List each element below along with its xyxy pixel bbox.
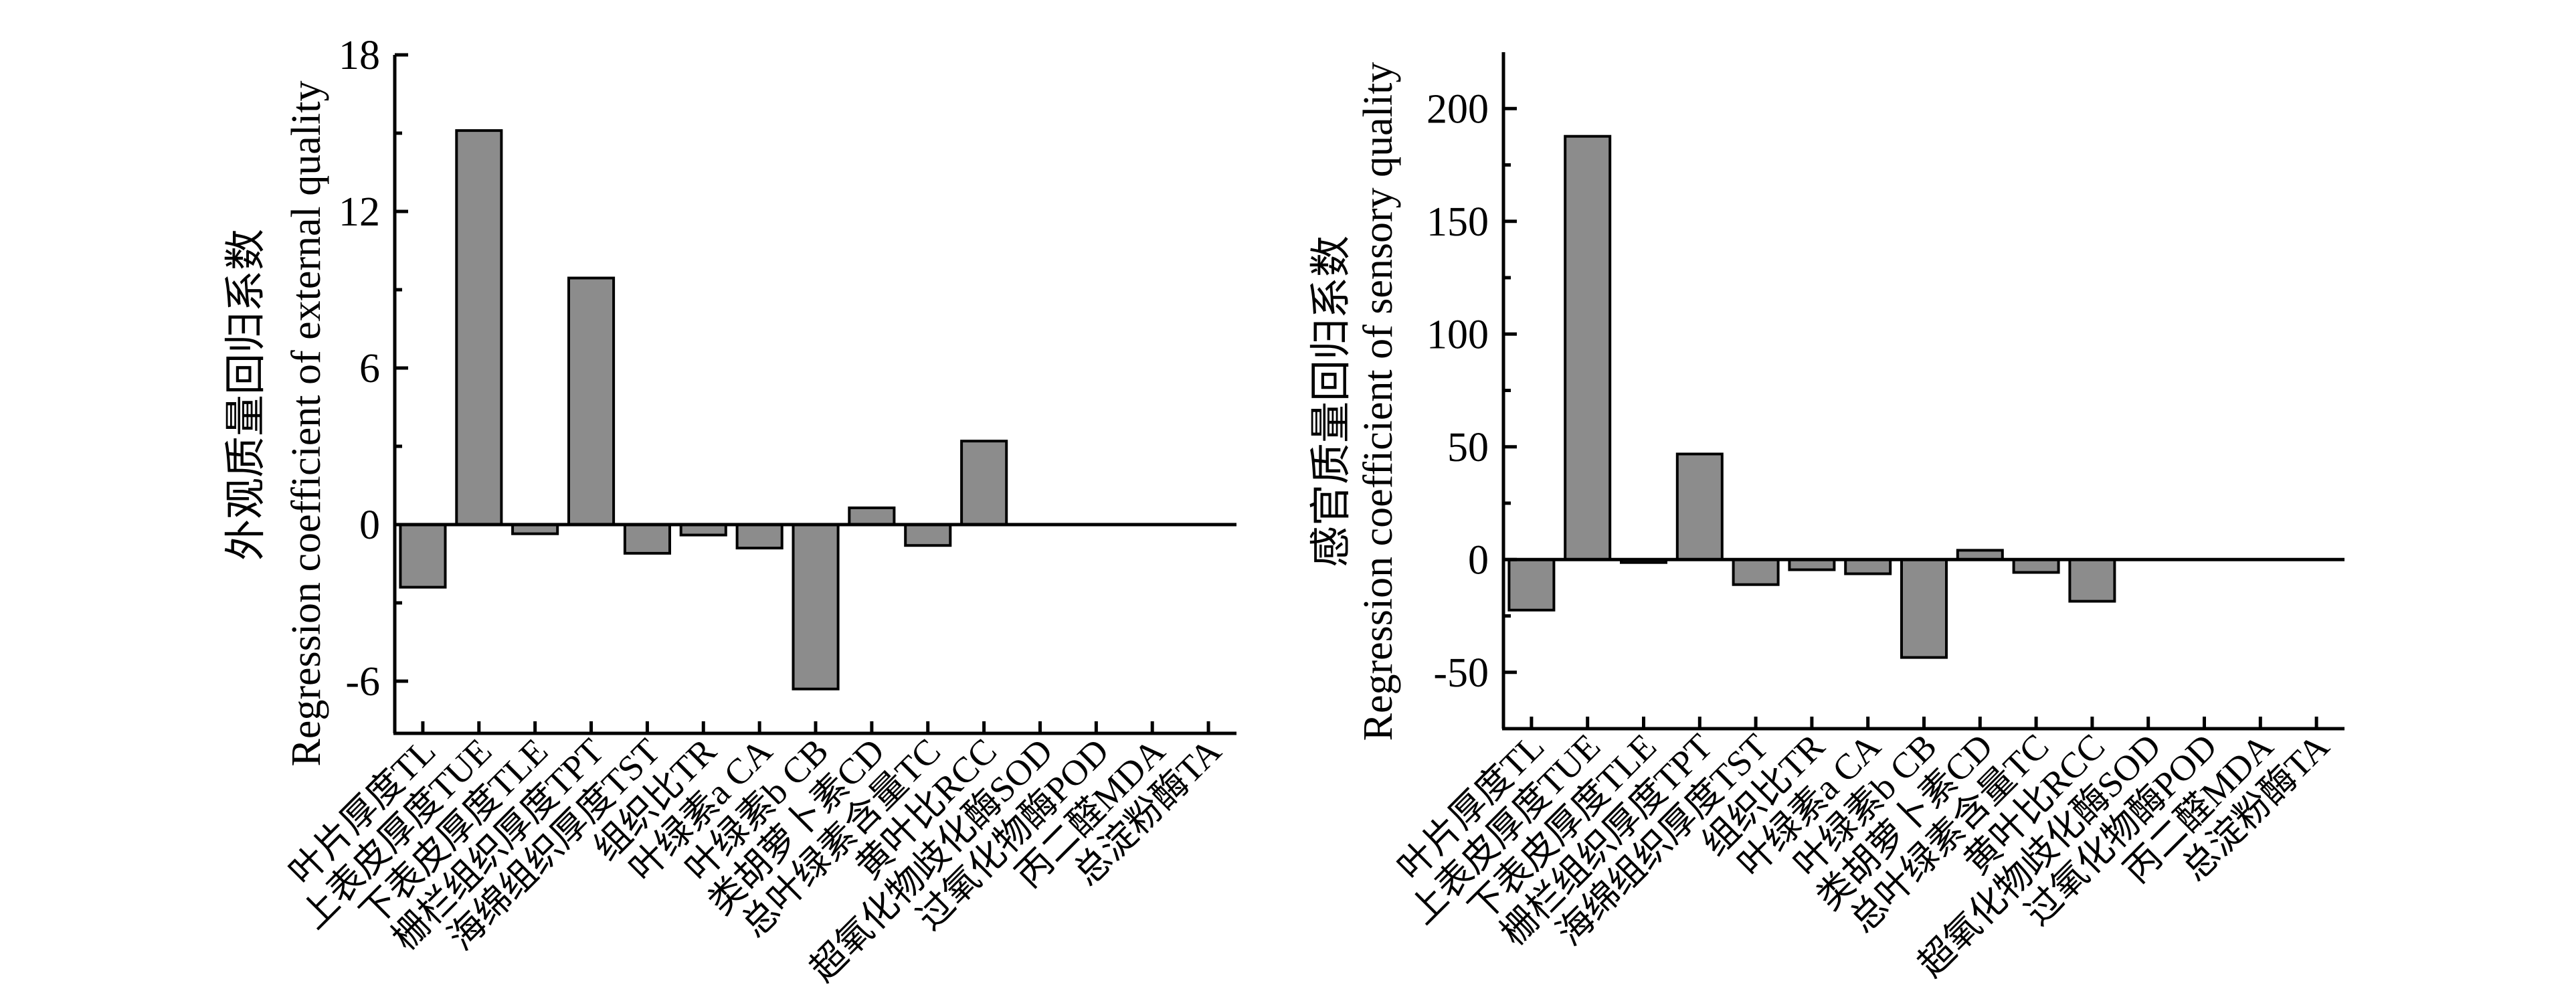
bars	[399, 129, 1008, 691]
y-tick-label: 150	[1427, 199, 1489, 245]
bars	[1507, 134, 2116, 659]
y-axis-title-group: 感官质量回归系数 Regression coefficient of senso…	[1309, 62, 1401, 741]
y-tick-label: -50	[1433, 650, 1489, 696]
y-axis-title-cn: 感官质量回归系数	[1309, 236, 1354, 567]
bar-6	[1844, 558, 1892, 575]
y-tick-label: 0	[1468, 537, 1489, 583]
y-tick-label: 100	[1427, 312, 1489, 357]
y-axis-title-en: Regression coefficient of external quali…	[284, 81, 329, 767]
y-tick-label: 200	[1427, 86, 1489, 132]
y-tick-labels: -6 0 6 12 18	[339, 33, 380, 705]
y-tick-label: 6	[359, 346, 380, 391]
bar-4	[1732, 558, 1780, 586]
y-axis-title-cn: 外观质量回归系数	[223, 229, 269, 561]
bar-9	[2012, 558, 2060, 574]
bar-0	[1507, 558, 1556, 612]
y-tick-label: -6	[345, 659, 380, 705]
bar-0	[399, 523, 447, 589]
bar-6	[735, 523, 784, 550]
y-tick-label: 18	[339, 33, 380, 78]
bar-1	[455, 129, 503, 527]
bar-10	[2068, 558, 2116, 603]
sensory-quality-chart: 感官质量回归系数 Regression coefficient of senso…	[1309, 52, 2344, 984]
bar-8	[848, 507, 896, 526]
axes	[393, 53, 1236, 735]
bar-3	[1675, 452, 1724, 561]
bar-4	[623, 523, 672, 555]
x-tick-labels: 叶片厚度TL上表皮厚度TUE下表皮厚度TLE栅栏组织厚度TPT海绵组织厚度TST…	[1390, 726, 2337, 984]
bar-10	[960, 440, 1008, 527]
y-axis-title-en: Regression coefficient of sensory qualit…	[1356, 62, 1401, 741]
axes	[1501, 52, 2344, 731]
y-tick-label: 50	[1447, 425, 1489, 470]
y-tick-label: 12	[339, 189, 380, 235]
y-axis-title-group: 外观质量回归系数 Regression coefficient of exter…	[223, 81, 329, 767]
bar-9	[904, 523, 952, 547]
bar-1	[1564, 134, 1612, 561]
y-tick-label: 0	[359, 503, 380, 548]
bar-7	[792, 523, 840, 691]
y-tick-labels: -50 0 50 100 150 200	[1427, 86, 1489, 696]
bar-3	[567, 276, 616, 526]
bar-7	[1900, 558, 1948, 659]
